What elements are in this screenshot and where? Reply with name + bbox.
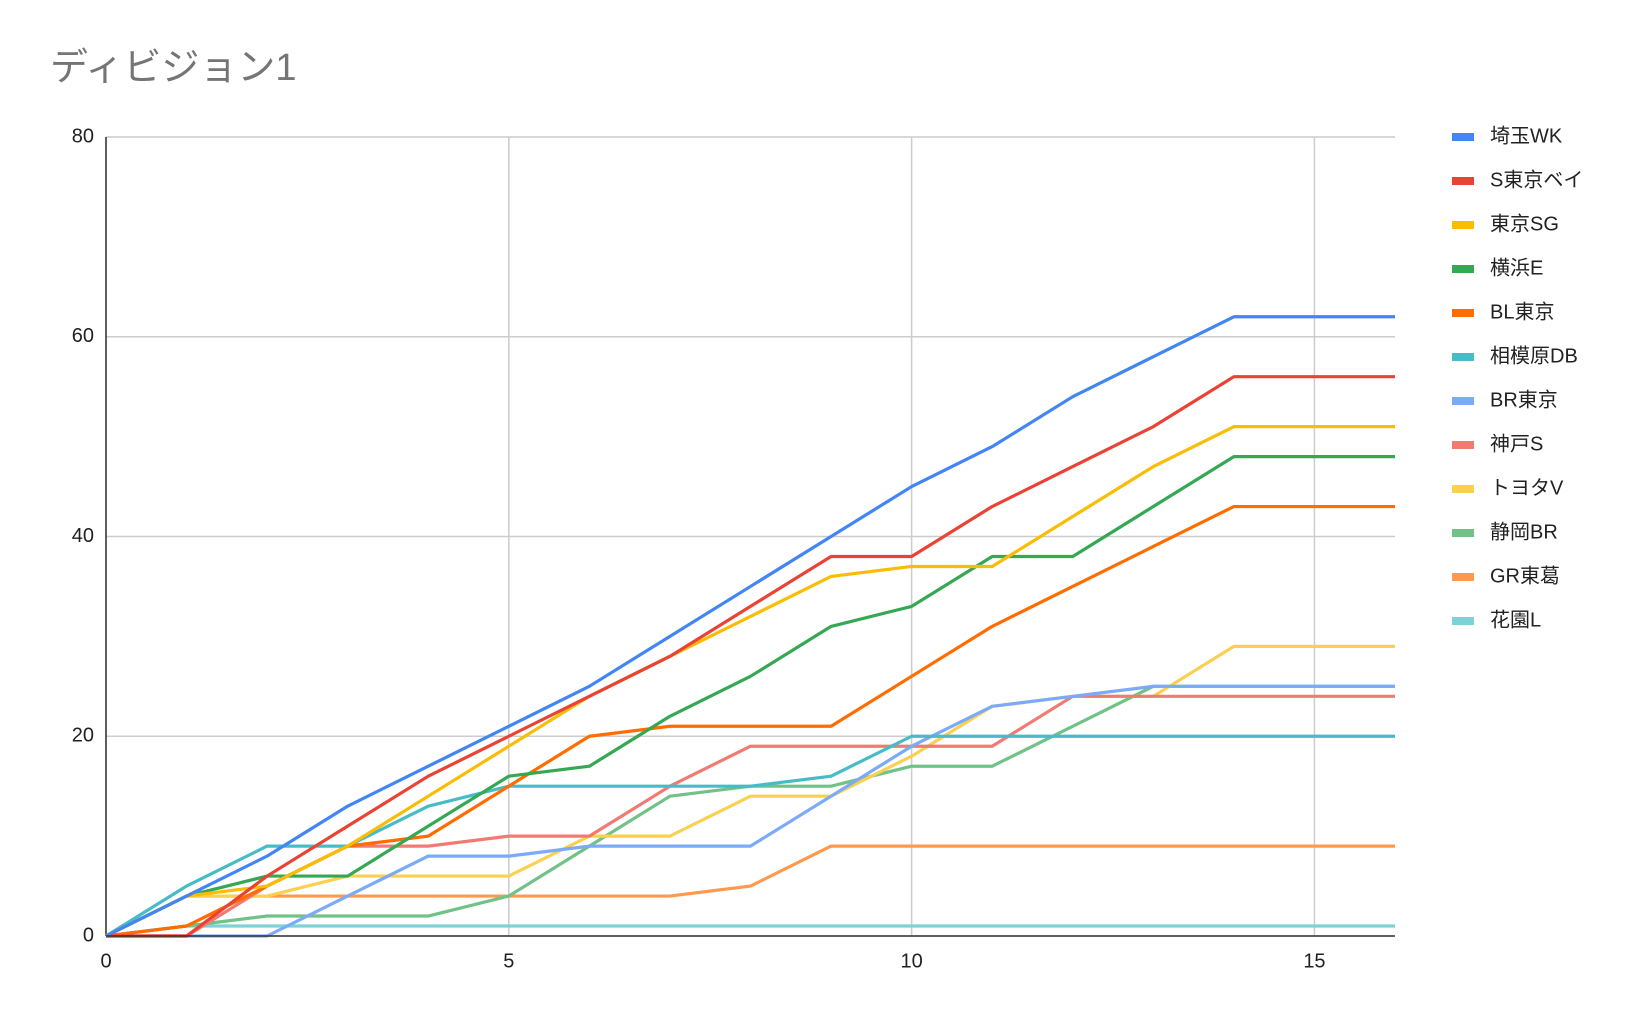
series-line bbox=[105, 315, 1395, 938]
legend-swatch bbox=[1452, 177, 1474, 185]
legend-label: 花園L bbox=[1490, 608, 1541, 631]
legend-swatch bbox=[1452, 353, 1474, 361]
series-line bbox=[105, 844, 1395, 938]
y-tick-label: 20 bbox=[72, 725, 94, 747]
y-tick-label: 80 bbox=[72, 125, 94, 147]
legend-label: BR東京 bbox=[1490, 388, 1558, 411]
legend-label: 静岡BR bbox=[1490, 520, 1558, 543]
legend-swatch bbox=[1452, 309, 1474, 317]
legend-label: 神戸S bbox=[1490, 432, 1543, 455]
x-tick-label: 15 bbox=[1303, 950, 1325, 972]
legend-swatch bbox=[1452, 221, 1474, 229]
legend-swatch bbox=[1452, 573, 1474, 581]
legend-label: 横浜E bbox=[1490, 256, 1543, 279]
series-line bbox=[106, 684, 1395, 938]
legend-label: S東京ベイ bbox=[1490, 168, 1583, 191]
legend-swatch bbox=[1452, 485, 1474, 493]
legend-label: トヨタV bbox=[1490, 476, 1564, 499]
legend-label: GR東葛 bbox=[1490, 564, 1560, 587]
x-tick-label: 5 bbox=[503, 950, 514, 972]
legend-label: 埼玉WK bbox=[1490, 124, 1563, 147]
series-line bbox=[105, 644, 1395, 938]
y-tick-label: 0 bbox=[83, 924, 94, 946]
y-tick-label: 60 bbox=[72, 325, 94, 347]
chart-title: ディビジョン1 bbox=[50, 47, 296, 89]
legend-swatch bbox=[1452, 617, 1474, 625]
series-line bbox=[105, 455, 1395, 938]
y-tick-label: 40 bbox=[72, 525, 94, 547]
legend-label: 相模原DB bbox=[1490, 344, 1578, 367]
legend-label: 東京SG bbox=[1490, 212, 1559, 235]
legend-swatch bbox=[1452, 133, 1474, 141]
x-tick-label: 0 bbox=[100, 950, 111, 972]
x-tick-label: 10 bbox=[901, 950, 923, 972]
legend-swatch bbox=[1452, 265, 1474, 273]
series-line bbox=[105, 924, 1395, 938]
series-line bbox=[105, 734, 1395, 938]
legend-swatch bbox=[1452, 397, 1474, 405]
series-line bbox=[105, 425, 1395, 938]
legend-swatch bbox=[1452, 441, 1474, 449]
legend-swatch bbox=[1452, 529, 1474, 537]
series-line bbox=[106, 375, 1395, 938]
legend-label: BL東京 bbox=[1490, 300, 1554, 323]
